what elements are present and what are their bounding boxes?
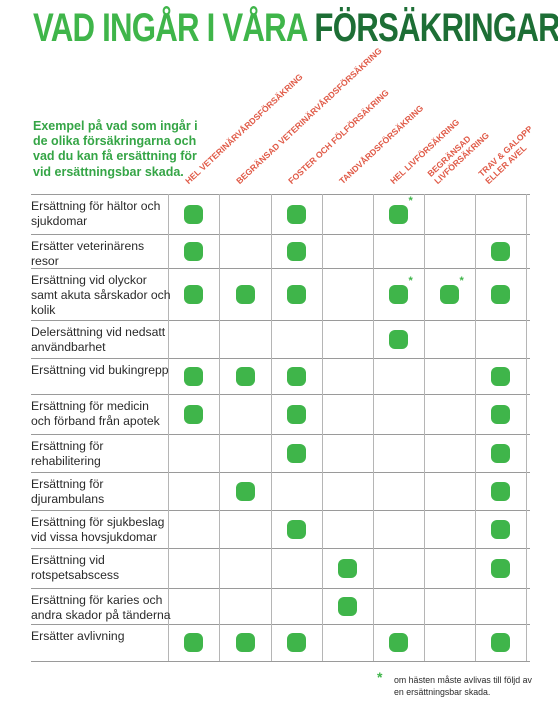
coverage-mark [491, 241, 510, 261]
coverage-mark [184, 633, 203, 652]
row-divider [31, 394, 530, 395]
row-label: Ersättning för karies och andra skador p… [31, 593, 171, 622]
title-part-1: VAD INGÅR I VÅRA [33, 6, 307, 50]
column-header-line: FOSTER OCH FÖLFÖRSÄKRING [286, 87, 391, 186]
coverage-mark [184, 404, 203, 424]
page-title: VAD INGÅR I VÅRA FÖRSÄKRINGAR? [33, 6, 558, 52]
column-divider [373, 194, 374, 661]
intro-text: Exempel på vad som ingår i de olika förs… [33, 119, 198, 179]
coverage-mark [184, 241, 203, 261]
coverage-mark [389, 284, 408, 304]
column-divider [219, 194, 220, 661]
column-divider [271, 194, 272, 661]
coverage-mark [287, 633, 306, 652]
row-label: Ersättning för medicin och förband från … [31, 399, 160, 428]
coverage-mark [287, 443, 306, 463]
row-divider [31, 624, 530, 625]
coverage-mark [235, 481, 255, 501]
row-divider [31, 234, 530, 235]
column-divider [168, 194, 169, 661]
row-label: Ersättning för djurambulans [31, 477, 105, 506]
row-label: Ersätter avlivning [31, 629, 125, 643]
row-label: Ersättning vid rotspetsabscess [31, 553, 120, 582]
coverage-mark [389, 204, 408, 224]
coverage-mark [287, 284, 306, 304]
coverage-mark [235, 366, 255, 386]
coverage-mark [491, 481, 510, 501]
coverage-mark [184, 284, 203, 304]
coverage-mark [389, 633, 408, 652]
row-divider [31, 588, 530, 589]
row-divider [31, 510, 530, 511]
coverage-mark [184, 366, 203, 386]
column-divider [322, 194, 323, 661]
coverage-mark [338, 558, 357, 578]
coverage-mark [184, 204, 203, 224]
coverage-mark [440, 284, 459, 304]
column-header-4: TANDVÅRDSFÖRSÄKRING [337, 103, 425, 186]
row-label: Ersätter veterinärens resor [31, 239, 145, 268]
coverage-mark [491, 633, 510, 652]
row-divider [31, 472, 530, 473]
coverage-mark [235, 284, 255, 304]
coverage-mark [287, 366, 306, 386]
coverage-mark [287, 404, 306, 424]
coverage-mark [338, 596, 357, 616]
row-label: Ersättning vid olyckor samt akuta sårska… [31, 273, 171, 317]
row-label: Ersättning för rehabilitering [31, 439, 104, 468]
coverage-mark [491, 366, 510, 386]
coverage-mark [287, 204, 306, 224]
row-label: Ersättning för sjukbeslag vid vissa hovs… [31, 515, 165, 544]
row-divider [31, 194, 530, 195]
coverage-mark [287, 519, 306, 539]
row-divider [31, 320, 530, 321]
column-header-line: TANDVÅRDSFÖRSÄKRING [337, 102, 426, 186]
row-label: Ersättning vid bukingrepp [31, 363, 169, 377]
row-divider [31, 434, 530, 435]
coverage-mark [491, 519, 510, 539]
column-divider [424, 194, 425, 661]
footnote-text: om hästen måste avlivas till följd av en… [394, 675, 532, 697]
coverage-mark [389, 329, 408, 349]
row-divider [31, 548, 530, 549]
row-divider [31, 358, 530, 359]
footnote-star-icon: * [408, 195, 413, 207]
coverage-mark [287, 241, 306, 261]
coverage-mark [491, 558, 510, 578]
coverage-mark [235, 633, 255, 652]
row-divider [31, 661, 530, 662]
column-divider [526, 194, 527, 661]
row-label: Ersättning för hältor och sjukdomar [31, 199, 161, 228]
coverage-mark [491, 404, 510, 424]
coverage-mark [491, 443, 510, 463]
row-divider [31, 268, 530, 269]
column-header-3: FOSTER OCH FÖLFÖRSÄKRING [286, 88, 391, 186]
title-part-2: FÖRSÄKRINGAR? [314, 6, 558, 50]
column-divider [475, 194, 476, 661]
footnote-star-icon: * [459, 275, 464, 287]
footnote-star-icon: * [377, 669, 383, 685]
row-label: Delersättning vid nedsatt användbarhet [31, 325, 166, 354]
coverage-mark [491, 284, 510, 304]
footnote-star-icon: * [408, 275, 413, 287]
